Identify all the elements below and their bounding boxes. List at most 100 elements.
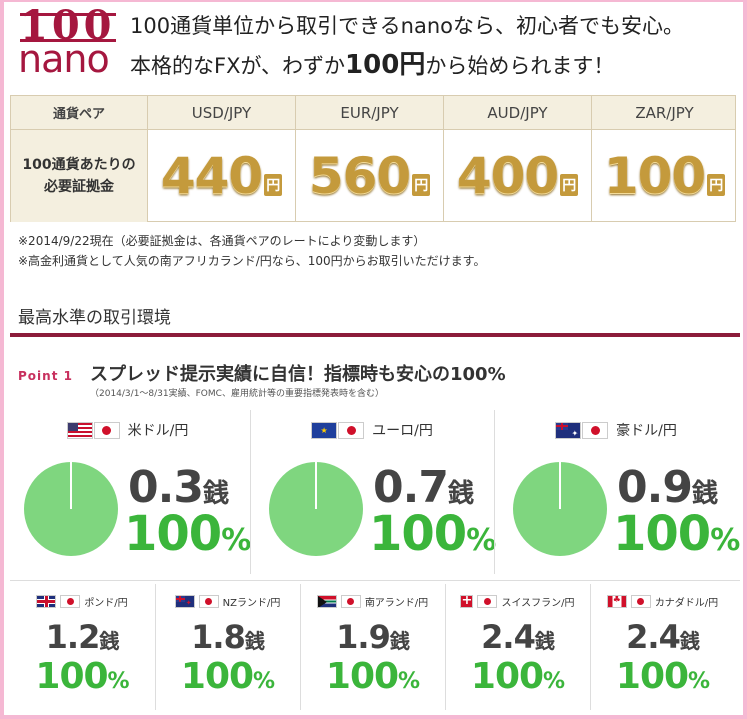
ca-flag-icon — [606, 595, 627, 608]
spread-number: 1.8 — [191, 618, 246, 656]
header-label-cell: 通貨ペア — [11, 96, 148, 129]
headline-line-1: 100通貨単位から取引できるnanoなら、初心者でも安心。 — [130, 14, 684, 38]
margin-amount: 100 — [603, 147, 706, 205]
spread-card-eurjpy: ユーロ/円 0.7銭 100% — [250, 410, 496, 574]
spread-unit: 銭 — [447, 479, 474, 509]
jp-flag-icon — [630, 595, 651, 608]
percent-value: 100% — [301, 656, 444, 697]
pair-name: ポンド/円 — [84, 598, 128, 609]
percent-value: 100% — [446, 656, 589, 697]
percent-number: 100 — [470, 656, 544, 697]
jp-flag-icon — [338, 421, 365, 439]
pie-divider — [70, 462, 72, 509]
nano-logo: 100 nano — [18, 2, 122, 78]
margin-audjpy: 400 円 — [444, 130, 592, 222]
percent-number: 100 — [613, 506, 711, 562]
pair-label: スイスフラン/円 — [446, 594, 589, 609]
row-label-line2: 必要証拠金 — [44, 179, 114, 195]
flag-pair — [66, 421, 120, 439]
pair-label: 米ドル/円 — [6, 420, 249, 440]
pair-name: 南アランド/円 — [364, 598, 429, 609]
jp-flag-icon — [582, 421, 609, 439]
percent-unit: % — [253, 669, 275, 694]
spread-card-chfjpy: スイスフラン/円 2.4銭 100% — [445, 584, 589, 710]
percent-unit: % — [107, 669, 130, 694]
point-title: スプレッド提示実績に自信！指標時も安心の100% — [90, 364, 506, 385]
percent-unit: % — [688, 669, 710, 694]
pair-name: NZランド/円 — [222, 598, 281, 609]
percent-unit: % — [398, 669, 420, 694]
percent-number: 100 — [615, 656, 689, 697]
percent-value: 100% — [156, 656, 299, 697]
margin-table: 通貨ペア USD/JPY EUR/JPY AUD/JPY ZAR/JPY 100… — [10, 95, 736, 222]
spread-number: 0.7 — [373, 462, 449, 513]
us-flag-icon — [66, 421, 93, 439]
yen-unit-badge: 円 — [707, 174, 726, 196]
pair-name: ユーロ/円 — [372, 423, 433, 439]
margin-table-header: 通貨ペア USD/JPY EUR/JPY AUD/JPY ZAR/JPY — [11, 96, 735, 130]
section-title: 最高水準の取引環境 — [18, 308, 171, 328]
point-subtitle: （2014/3/1～8/31実績、FOMC、雇用統計等の重要指標発表時を含む） — [90, 389, 384, 399]
percent-unit: % — [543, 669, 565, 694]
spread-number: 1.2 — [45, 618, 101, 656]
yen-unit-badge: 円 — [264, 174, 283, 196]
spread-unit: 銭 — [389, 629, 410, 653]
pair-name: 豪ドル/円 — [616, 423, 677, 439]
note-1: ※2014/9/22現在（必要証拠金は、各通貨ペアのレートにより変動します） — [18, 234, 426, 248]
spread-unit: 銭 — [534, 629, 555, 653]
spread-unit: 銭 — [691, 479, 718, 509]
pair-label: 南アランド/円 — [301, 594, 444, 609]
percent-number: 100 — [180, 656, 254, 697]
percent-value: 100% — [369, 506, 496, 562]
gb-flag-icon — [36, 595, 57, 608]
percent-number: 100 — [325, 656, 399, 697]
headline-amount: 100円 — [345, 50, 426, 80]
yen-unit-badge: 円 — [412, 174, 431, 196]
nz-flag-icon — [174, 595, 195, 608]
headline-line2-post: から始められます！ — [425, 54, 615, 78]
pair-label: ユーロ/円 — [251, 420, 493, 440]
spread-value: 2.4銭 — [591, 618, 734, 656]
cards-divider — [10, 580, 740, 581]
margin-zarjpy: 100 円 — [592, 130, 737, 222]
pie-chart-100-percent — [513, 462, 607, 556]
jp-flag-icon — [198, 595, 219, 608]
pair-label: 豪ドル/円 — [495, 420, 737, 440]
percent-value: 100% — [613, 506, 740, 562]
pie-divider — [559, 462, 561, 509]
margin-table-row: 100通貨あたりの 必要証拠金 440 円 560 円 400 円 100 円 — [11, 130, 735, 222]
margin-eurjpy: 560 円 — [296, 130, 444, 222]
nano-fx-promo-panel: 100 nano 100通貨単位から取引できるnanoなら、初心者でも安心。 本… — [4, 2, 743, 715]
pair-label: ポンド/円 — [10, 594, 154, 609]
jp-flag-icon — [477, 595, 498, 608]
spread-unit: 銭 — [99, 629, 119, 653]
jp-flag-icon — [60, 595, 81, 608]
spread-value: 0.7銭 — [373, 462, 474, 513]
headline-line2-pre: 本格的なFXが、わずか — [130, 54, 346, 78]
percent-value: 100% — [591, 656, 734, 697]
flag-pair — [311, 421, 365, 439]
spread-card-gbpjpy: ポンド/円 1.2銭 100% — [10, 584, 154, 710]
logo-number: 100 — [20, 2, 116, 49]
spread-value: 1.9銭 — [301, 618, 444, 656]
headline-line-2: 本格的なFXが、わずか100円から始められます！ — [130, 44, 614, 81]
spread-card-nzdjpy: NZランド/円 1.8銭 100% — [155, 584, 299, 710]
percent-value: 100% — [10, 656, 154, 697]
spread-number: 1.9 — [336, 618, 391, 656]
section-divider — [10, 333, 740, 337]
pie-divider — [315, 462, 317, 509]
eu-flag-icon — [311, 421, 338, 439]
percent-number: 100 — [124, 506, 222, 562]
spread-number: 0.9 — [617, 462, 693, 513]
header-pair-usdjpy: USD/JPY — [148, 96, 296, 129]
spread-value: 1.8銭 — [156, 618, 299, 656]
percent-number: 100 — [35, 656, 108, 697]
percent-number: 100 — [369, 506, 467, 562]
notes: ※2014/9/22現在（必要証拠金は、各通貨ペアのレートにより変動します） ※… — [18, 231, 485, 271]
au-flag-icon — [555, 421, 582, 439]
spread-value: 0.9銭 — [617, 462, 718, 513]
pair-label: NZランド/円 — [156, 594, 299, 609]
header-pair-eurjpy: EUR/JPY — [296, 96, 444, 129]
spread-value: 1.2銭 — [10, 618, 154, 656]
margin-amount: 400 — [456, 147, 559, 205]
